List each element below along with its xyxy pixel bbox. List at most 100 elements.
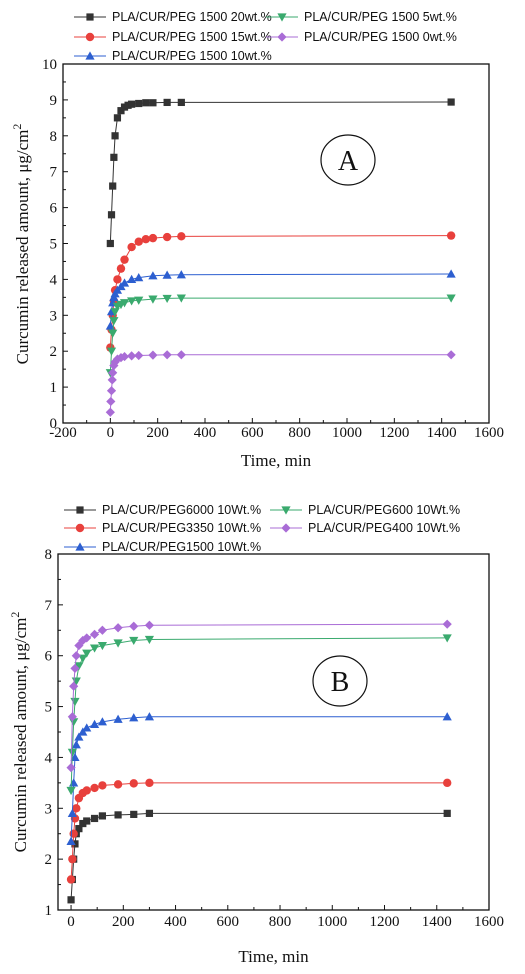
data-point (149, 99, 157, 107)
x-tick-label: 1600 (474, 914, 504, 930)
y-tick-label: 8 (45, 547, 53, 563)
y-tick-label: 3 (50, 308, 58, 324)
legend-label: PLA/CUR/PEG 1500 20wt.% (112, 10, 272, 24)
data-point (89, 644, 100, 653)
legend-label: PLA/CUR/PEG 1500 15wt.% (112, 30, 272, 44)
chart-panel-a: -200 0 200 400 600 800 1000 1200 1400 16000123456… (10, 10, 504, 470)
x-tick-label: 0 (67, 914, 75, 930)
data-point (145, 778, 154, 788)
data-point (67, 712, 77, 722)
data-point (144, 712, 155, 721)
y-tick-label: 9 (50, 93, 58, 109)
data-point (67, 748, 77, 757)
data-point (134, 296, 144, 305)
y-tick-label: 5 (45, 700, 53, 716)
data-point (145, 809, 154, 817)
legend-marker (85, 32, 95, 42)
data-point (442, 619, 452, 629)
y-tick-label: 6 (50, 201, 58, 217)
y-tick-label: 0 (50, 416, 58, 432)
data-point (119, 278, 130, 287)
data-point (75, 825, 83, 833)
data-point (109, 182, 117, 190)
x-tick-label: 1600 (474, 425, 504, 441)
y-tick-label: 1 (45, 903, 53, 919)
y-axis-label-superscript: 2 (10, 124, 24, 130)
data-point (446, 269, 456, 278)
data-point (111, 132, 119, 140)
data-point (127, 297, 137, 306)
y-tick-label: 7 (45, 598, 53, 614)
series-line (70, 637, 448, 791)
data-point (78, 635, 88, 646)
data-point (78, 654, 88, 663)
legend-marker (76, 506, 84, 514)
data-point (446, 294, 456, 303)
data-point (148, 295, 158, 304)
data-point (113, 780, 123, 789)
series-line (109, 297, 452, 373)
x-tick-label: 600 (241, 425, 264, 441)
data-point (177, 232, 186, 241)
data-point (97, 625, 108, 635)
series-line (70, 782, 448, 880)
data-point (70, 663, 80, 674)
x-tick-label: 600 (217, 914, 240, 930)
data-point (110, 153, 118, 161)
legend-marker (277, 32, 287, 42)
x-axis-label: Time, min (241, 451, 312, 470)
data-point (116, 264, 126, 273)
data-point (447, 98, 455, 106)
series-3 (66, 712, 452, 845)
data-point (113, 639, 123, 648)
x-tick-label: 400 (194, 425, 217, 441)
data-point (108, 329, 118, 338)
legend-marker (86, 13, 94, 21)
data-point (82, 723, 92, 732)
y-tick-label: 10 (42, 57, 57, 73)
x-tick-label: 0 (107, 425, 115, 441)
x-tick-label: 1200 (379, 425, 409, 441)
data-point (66, 836, 76, 845)
legend-label: PLA/CUR/PEG1500 10Wt.% (102, 540, 261, 554)
data-point (113, 623, 123, 633)
y-axis-label-superscript: 2 (8, 612, 22, 618)
data-point (130, 810, 138, 818)
series-line (109, 101, 452, 244)
data-point (90, 814, 99, 823)
data-point (113, 114, 122, 122)
series-2 (106, 231, 456, 352)
legend-label: PLA/CUR/PEG400 10Wt.% (308, 521, 460, 535)
data-point (68, 854, 77, 864)
series-1 (106, 98, 455, 248)
legend-marker (277, 13, 287, 22)
data-point (90, 783, 99, 793)
data-point (82, 786, 91, 795)
data-point (144, 620, 155, 630)
data-point (134, 350, 144, 361)
data-point (98, 781, 107, 790)
data-point (162, 232, 172, 242)
y-tick-label: 1 (50, 380, 58, 396)
data-point (67, 896, 75, 904)
x-tick-label: 800 (288, 425, 311, 441)
data-point (69, 681, 79, 691)
series-4 (105, 294, 456, 378)
data-point (108, 368, 118, 378)
x-tick-label: 1400 (422, 914, 452, 930)
data-point (67, 808, 77, 817)
data-point (162, 294, 172, 304)
data-point (119, 351, 130, 362)
data-point (72, 804, 81, 813)
panel-badge (312, 655, 368, 707)
series-line (70, 812, 448, 900)
data-point (129, 621, 139, 631)
data-point (148, 233, 158, 243)
data-point (129, 636, 139, 646)
x-tick-label: 1000 (332, 425, 362, 441)
series-5 (105, 350, 456, 417)
y-tick-label: 2 (50, 344, 58, 360)
data-point (144, 635, 155, 645)
panel-badge (320, 134, 376, 186)
